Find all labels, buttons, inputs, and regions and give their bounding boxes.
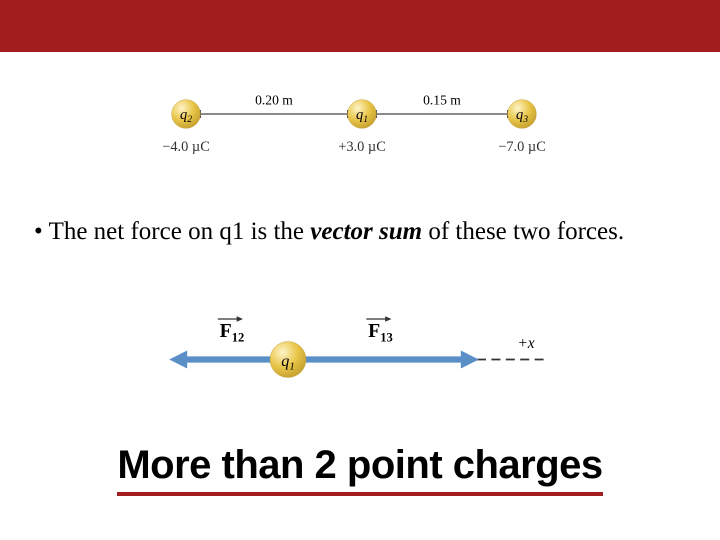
bullet-emphasis: vector sum (310, 218, 422, 245)
force-vector-diagram: +x q1 F12 F13 (140, 310, 580, 400)
svg-text:F13: F13 (368, 320, 393, 345)
bullet-paragraph: • The net force on q1 is the vector sum … (34, 215, 674, 249)
charge-q3-value: −7.0 µC (498, 139, 546, 155)
force-f12-label: F12 (218, 316, 244, 344)
charge-q1-value: +3.0 µC (338, 139, 386, 155)
three-charge-diagram: 0.20 m 0.15 m q2 q1 q3 −4.0 µC +3.0 µC −… (112, 90, 612, 170)
bullet-prefix: The net force on q1 is the (49, 218, 311, 245)
distance-1: 0.20 m (255, 92, 293, 107)
svg-text:F12: F12 (220, 320, 245, 345)
charge-q2-value: −4.0 µC (162, 139, 210, 155)
force-f13-label: F13 (366, 316, 392, 344)
slide-title-text: More than 2 point charges (117, 443, 602, 496)
bullet-marker: • (34, 218, 49, 245)
axis-label: +x (518, 335, 535, 352)
distance-2: 0.15 m (423, 92, 461, 107)
header-bar (0, 0, 720, 52)
slide-title: More than 2 point charges (0, 443, 720, 496)
bullet-suffix: of these two forces. (422, 218, 624, 245)
